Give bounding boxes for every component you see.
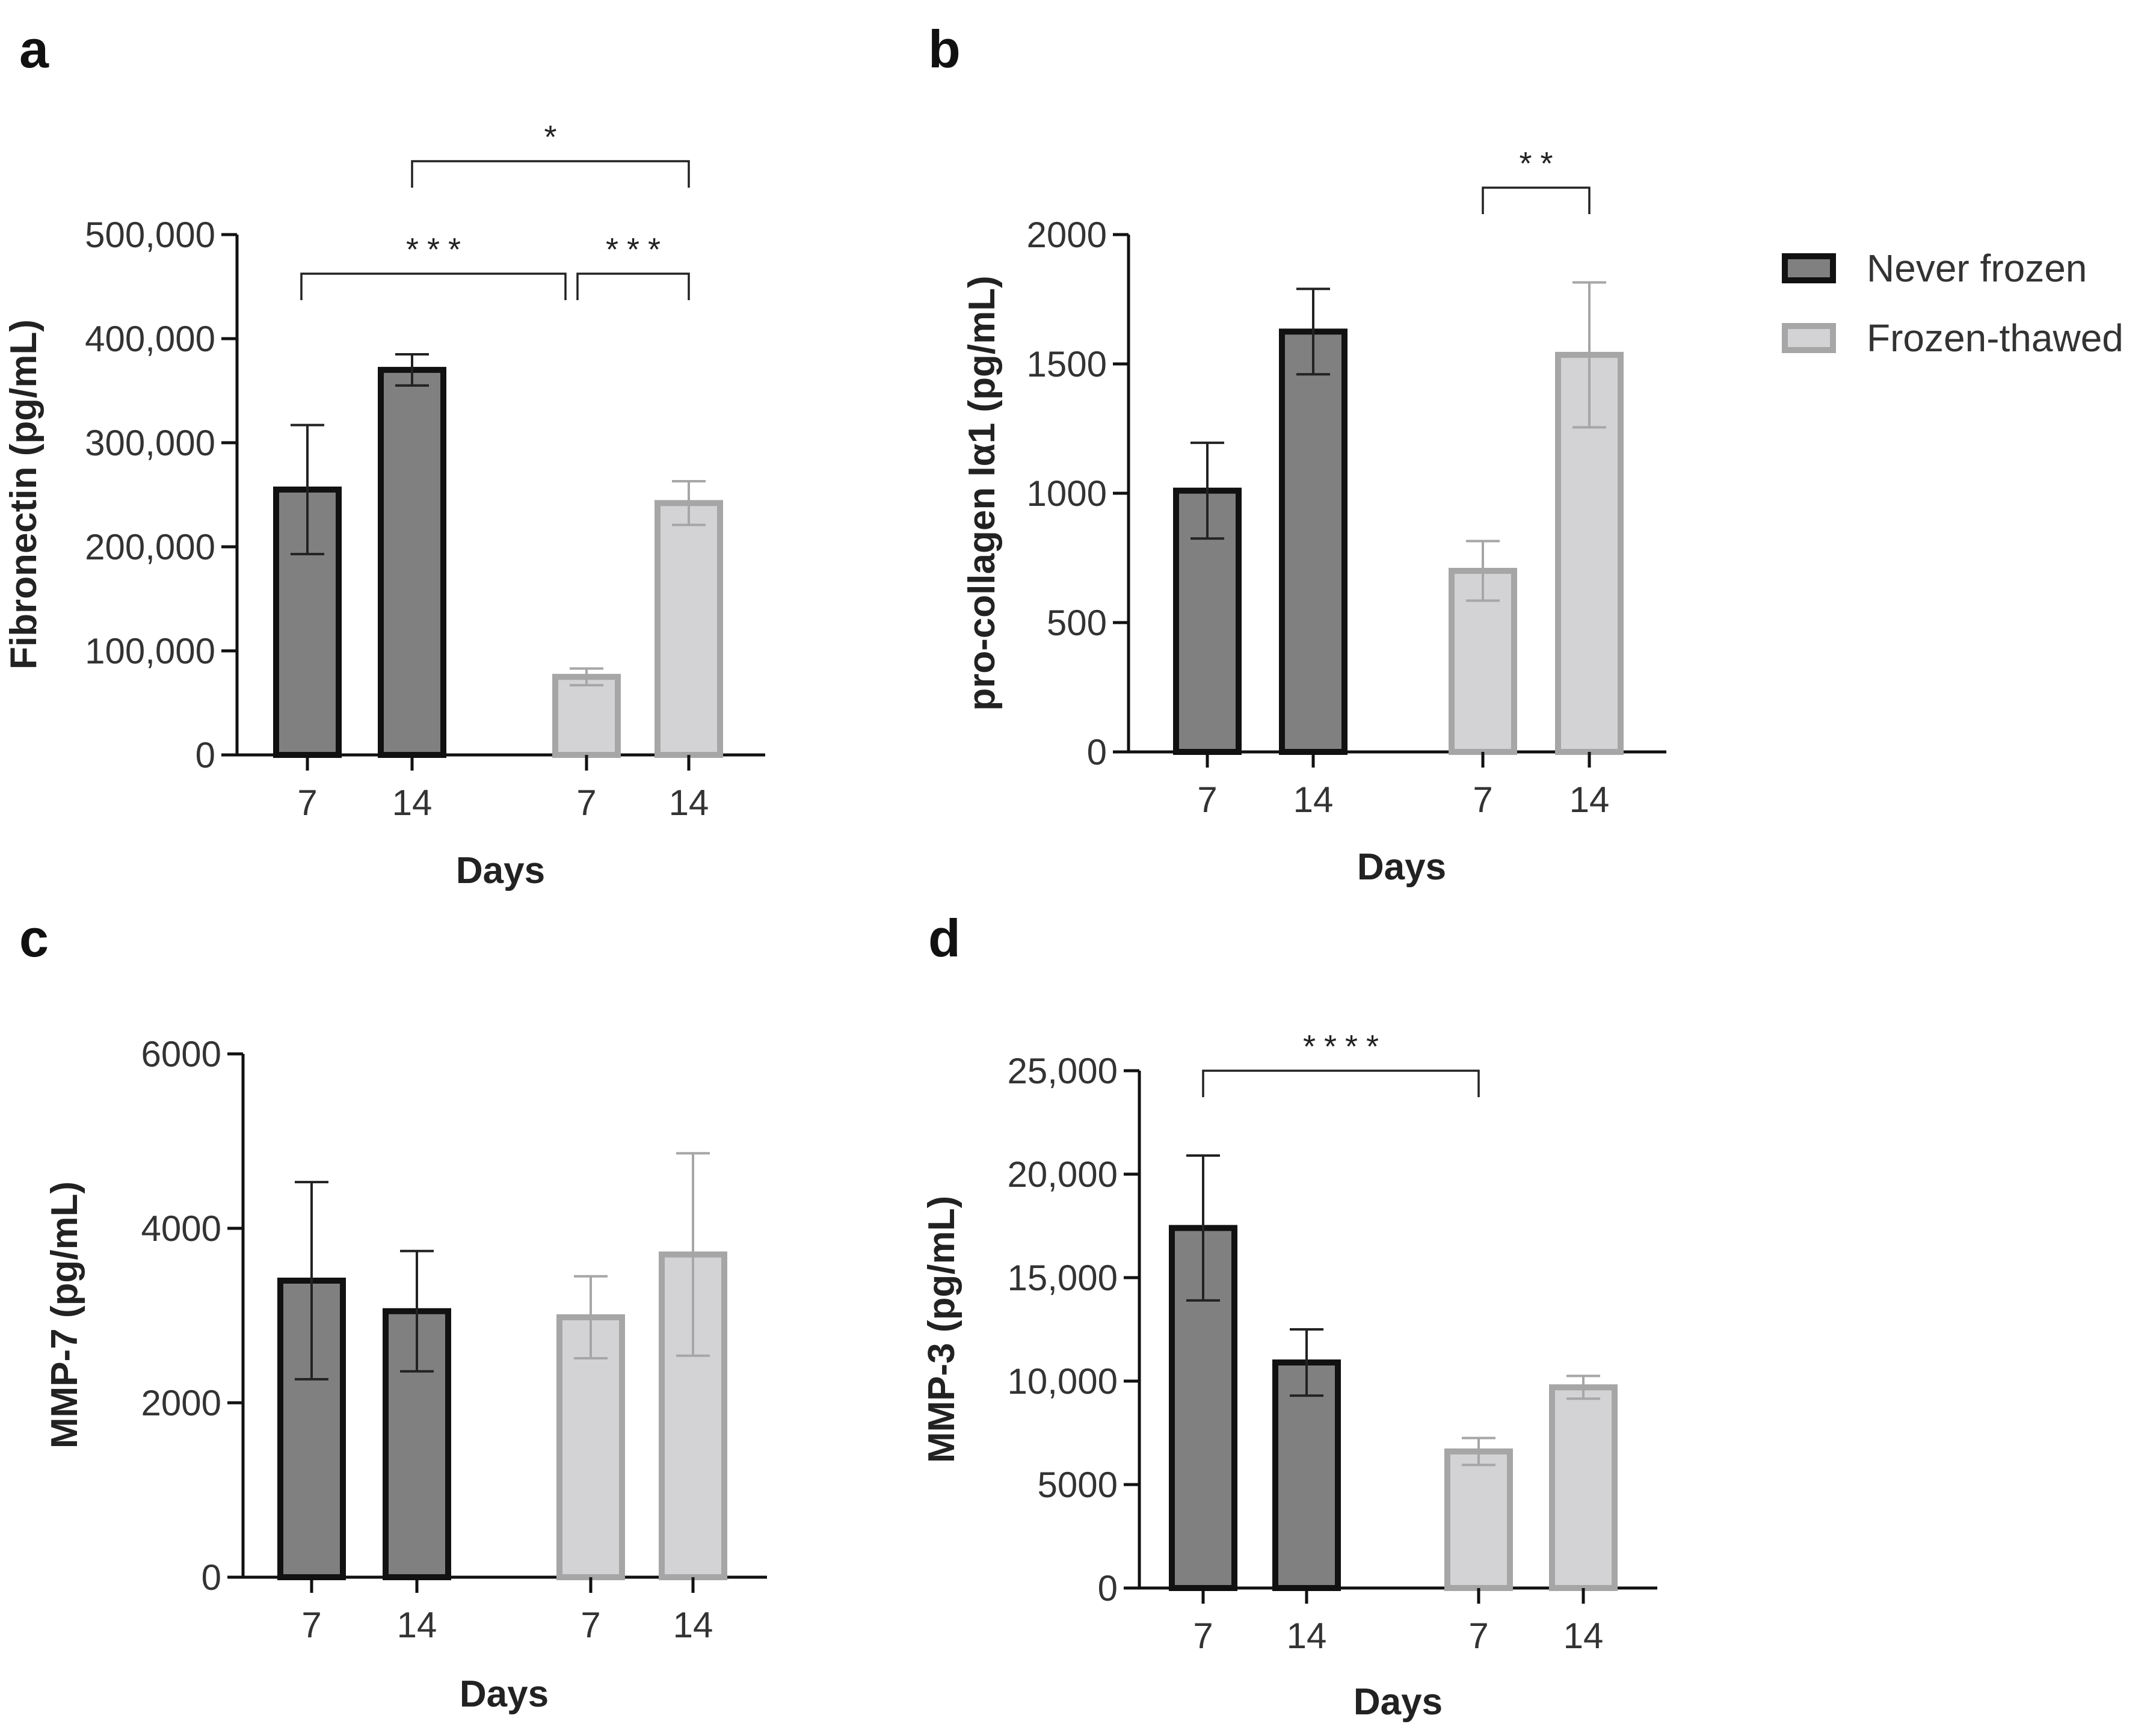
- y-tick-label: 15,000: [1007, 1258, 1118, 1298]
- error-bar: [400, 1249, 434, 1373]
- y-tick-label: 0: [196, 735, 215, 775]
- x-tick-label: 14: [1563, 1616, 1604, 1656]
- error-bar: [291, 423, 324, 556]
- significance-bracket: *: [411, 119, 690, 188]
- bar-frozen-thawed-day-7: [1444, 1448, 1513, 1591]
- chart-panel-a: a 0 100,000 200,000 300,000 400,000 500,000 Fib…: [3, 19, 765, 891]
- error-bar: [1572, 281, 1606, 429]
- y-tick-label: 5000: [1038, 1465, 1118, 1505]
- y-tick-label: 0: [202, 1557, 221, 1598]
- bar-frozen-thawed-day-14: [1549, 1384, 1618, 1592]
- y-tick-label: 25,000: [1007, 1051, 1118, 1091]
- panel-letter: c: [19, 908, 49, 968]
- error-bar: [1190, 442, 1224, 540]
- x-axis-title: Days: [1357, 846, 1446, 888]
- chart-panel-d: d 0 5000 10,000 15,000 20,000 25,000 MMP-3 (pg/…: [921, 908, 1657, 1723]
- panel-letter: a: [19, 19, 49, 79]
- legend-label: Never frozen: [1867, 247, 2087, 290]
- y-tick-label: 6000: [141, 1034, 221, 1074]
- y-tick-label: 400,000: [85, 319, 215, 359]
- significance-label: *: [544, 119, 565, 155]
- x-tick-label: 7: [297, 783, 317, 823]
- x-axis-title: Days: [1354, 1681, 1443, 1723]
- x-tick-label: 7: [1468, 1616, 1488, 1656]
- panels: a 0 100,000 200,000 300,000 400,000 500,000 Fib…: [3, 19, 1666, 1723]
- x-axis-title: Days: [456, 850, 545, 891]
- significance-label: ***: [606, 232, 669, 268]
- y-tick-label: 200,000: [85, 527, 215, 567]
- error-bar: [395, 352, 429, 387]
- x-tick-label: 7: [1473, 780, 1492, 820]
- y-tick-label: 100,000: [85, 631, 215, 671]
- significance-label: **: [1519, 146, 1561, 182]
- legend-swatch: [1782, 323, 1836, 353]
- legend-swatch: [1782, 253, 1836, 283]
- bar-never-frozen-day-14: [378, 366, 446, 758]
- error-bar: [672, 480, 706, 526]
- x-axis-title: Days: [460, 1673, 549, 1715]
- legend-label: Frozen-thawed: [1867, 316, 2124, 360]
- y-tick-label: 500,000: [85, 215, 215, 255]
- bar-never-frozen-day-14: [1279, 328, 1348, 755]
- significance-bracket: ***: [576, 232, 690, 300]
- significance-bracket: ****: [1202, 1029, 1480, 1097]
- x-tick-label: 7: [1193, 1616, 1213, 1656]
- x-tick-label: 14: [1287, 1616, 1327, 1656]
- y-tick-label: 1000: [1027, 473, 1107, 514]
- y-tick-label: 2000: [141, 1383, 221, 1423]
- error-bar: [295, 1181, 328, 1381]
- x-tick-label: 7: [1197, 780, 1217, 820]
- x-tick-label: 14: [673, 1605, 713, 1645]
- y-tick-label: 300,000: [85, 423, 215, 463]
- x-tick-label: 14: [1569, 780, 1610, 820]
- y-tick-label: 20,000: [1007, 1154, 1118, 1195]
- y-tick-label: 0: [1098, 1568, 1118, 1608]
- significance-label: ****: [1303, 1029, 1387, 1065]
- y-tick-label: 2000: [1027, 215, 1107, 255]
- significance-bracket: **: [1482, 146, 1591, 214]
- x-tick-label: 7: [581, 1605, 600, 1645]
- y-axis-title: pro-collagen Iα1 (pg/mL): [961, 275, 1003, 711]
- legend-item: Never frozen: [1782, 247, 2087, 290]
- x-tick-label: 14: [392, 783, 433, 823]
- y-tick-label: 4000: [141, 1208, 221, 1249]
- error-bar: [1462, 1436, 1495, 1467]
- y-tick-label: 1500: [1027, 344, 1107, 384]
- y-axis-title: Fibronectin (pg/mL): [3, 319, 45, 669]
- x-tick-label: 14: [669, 783, 709, 823]
- x-tick-label: 14: [397, 1605, 437, 1645]
- x-tick-label: 14: [1293, 780, 1334, 820]
- panel-letter: d: [928, 908, 961, 968]
- bar-frozen-thawed-day-7: [552, 674, 621, 758]
- x-tick-label: 7: [301, 1605, 321, 1645]
- y-tick-label: 500: [1047, 603, 1107, 643]
- error-bar: [1296, 288, 1330, 376]
- x-tick-label: 7: [576, 783, 596, 823]
- y-axis-title: MMP-3 (pg/mL): [921, 1196, 962, 1463]
- error-bar: [574, 1275, 608, 1360]
- error-bar: [1186, 1154, 1220, 1302]
- chart-panel-c: c 0 2000 4000 6000 MMP-7 (pg/mL) Days 7 14 7 14: [19, 908, 767, 1715]
- panel-letter: b: [928, 19, 961, 79]
- error-bar: [1466, 540, 1500, 602]
- y-tick-label: 10,000: [1007, 1361, 1118, 1402]
- error-bar: [676, 1152, 710, 1357]
- error-bar: [1290, 1328, 1323, 1397]
- error-bar: [1566, 1374, 1600, 1400]
- legend: Never frozen Frozen-thawed: [1782, 247, 2124, 360]
- chart-panel-b: b 0 500 1000 1500 2000 pro-collagen Iα1 (pg/mL…: [928, 19, 1666, 888]
- y-tick-label: 0: [1087, 732, 1107, 772]
- significance-bracket: ***: [300, 232, 567, 300]
- error-bar: [570, 667, 603, 687]
- significance-label: ***: [406, 232, 469, 268]
- y-axis-title: MMP-7 (pg/mL): [44, 1181, 85, 1448]
- legend-item: Frozen-thawed: [1782, 316, 2124, 360]
- bar-frozen-thawed-day-14: [654, 500, 723, 759]
